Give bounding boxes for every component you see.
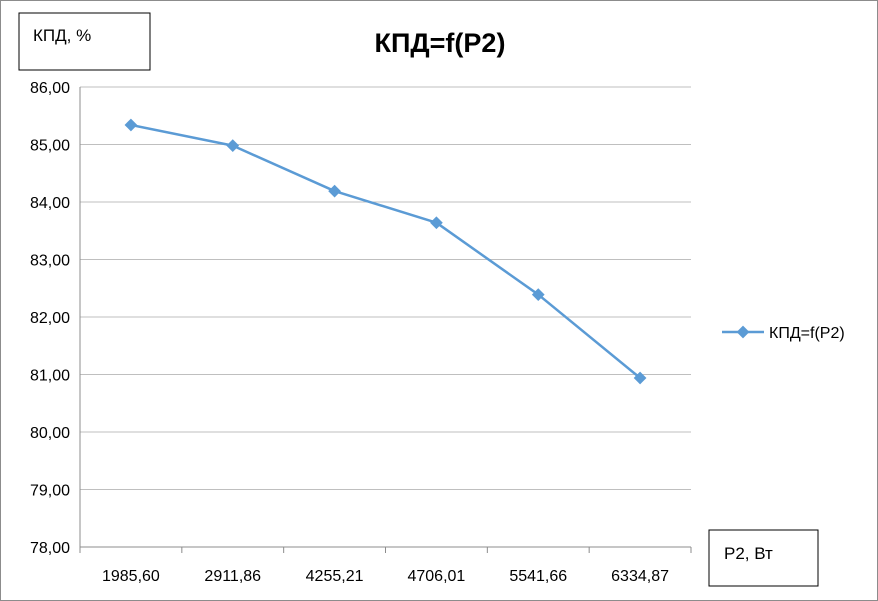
chart-title: КПД=f(P2) [375,28,506,58]
legend-marker [736,325,750,339]
data-point [430,216,443,230]
y-tick-label: 79,00 [30,483,70,500]
data-point [328,184,341,198]
y-tick-label: 85,00 [30,138,70,155]
y-tick-label: 81,00 [30,368,70,385]
x-tick-label: 1985,60 [102,568,160,585]
y-tick-label: 78,00 [30,540,70,557]
y-tick-label: 86,00 [30,80,70,97]
y-tick-label: 82,00 [30,310,70,327]
data-series [124,118,647,385]
legend-entry: КПД=f(P2) [769,325,845,342]
gridlines [79,86,692,553]
y-tick-labels: 78,00 79,00 80,00 81,00 82,00 83,00 84,00 85,00… [30,80,70,557]
y-tick-label: 80,00 [30,425,70,442]
x-tick-label: 4706,01 [407,568,465,585]
x-tick-labels: 1985,60 2911,86 4255,21 4706,01 5541,66 6334,… [102,568,669,585]
y-axis-label-box [18,12,151,71]
x-tick-label: 6334,87 [611,568,669,585]
x-tick-label: 5541,66 [509,568,567,585]
y-tick-label: 83,00 [30,253,70,270]
data-point [226,139,240,153]
y-tick-label: 84,00 [30,195,70,212]
series-line [130,123,641,379]
x-axis-label: P2, Вт [724,544,773,563]
x-axis-label-box [708,529,819,587]
x-tick-label: 4255,21 [306,568,364,585]
y-axis-label: КПД, % [33,26,91,45]
data-point [124,118,138,132]
x-tick-label: 2911,86 [204,568,261,585]
legend: КПД=f(P2) [722,325,845,342]
